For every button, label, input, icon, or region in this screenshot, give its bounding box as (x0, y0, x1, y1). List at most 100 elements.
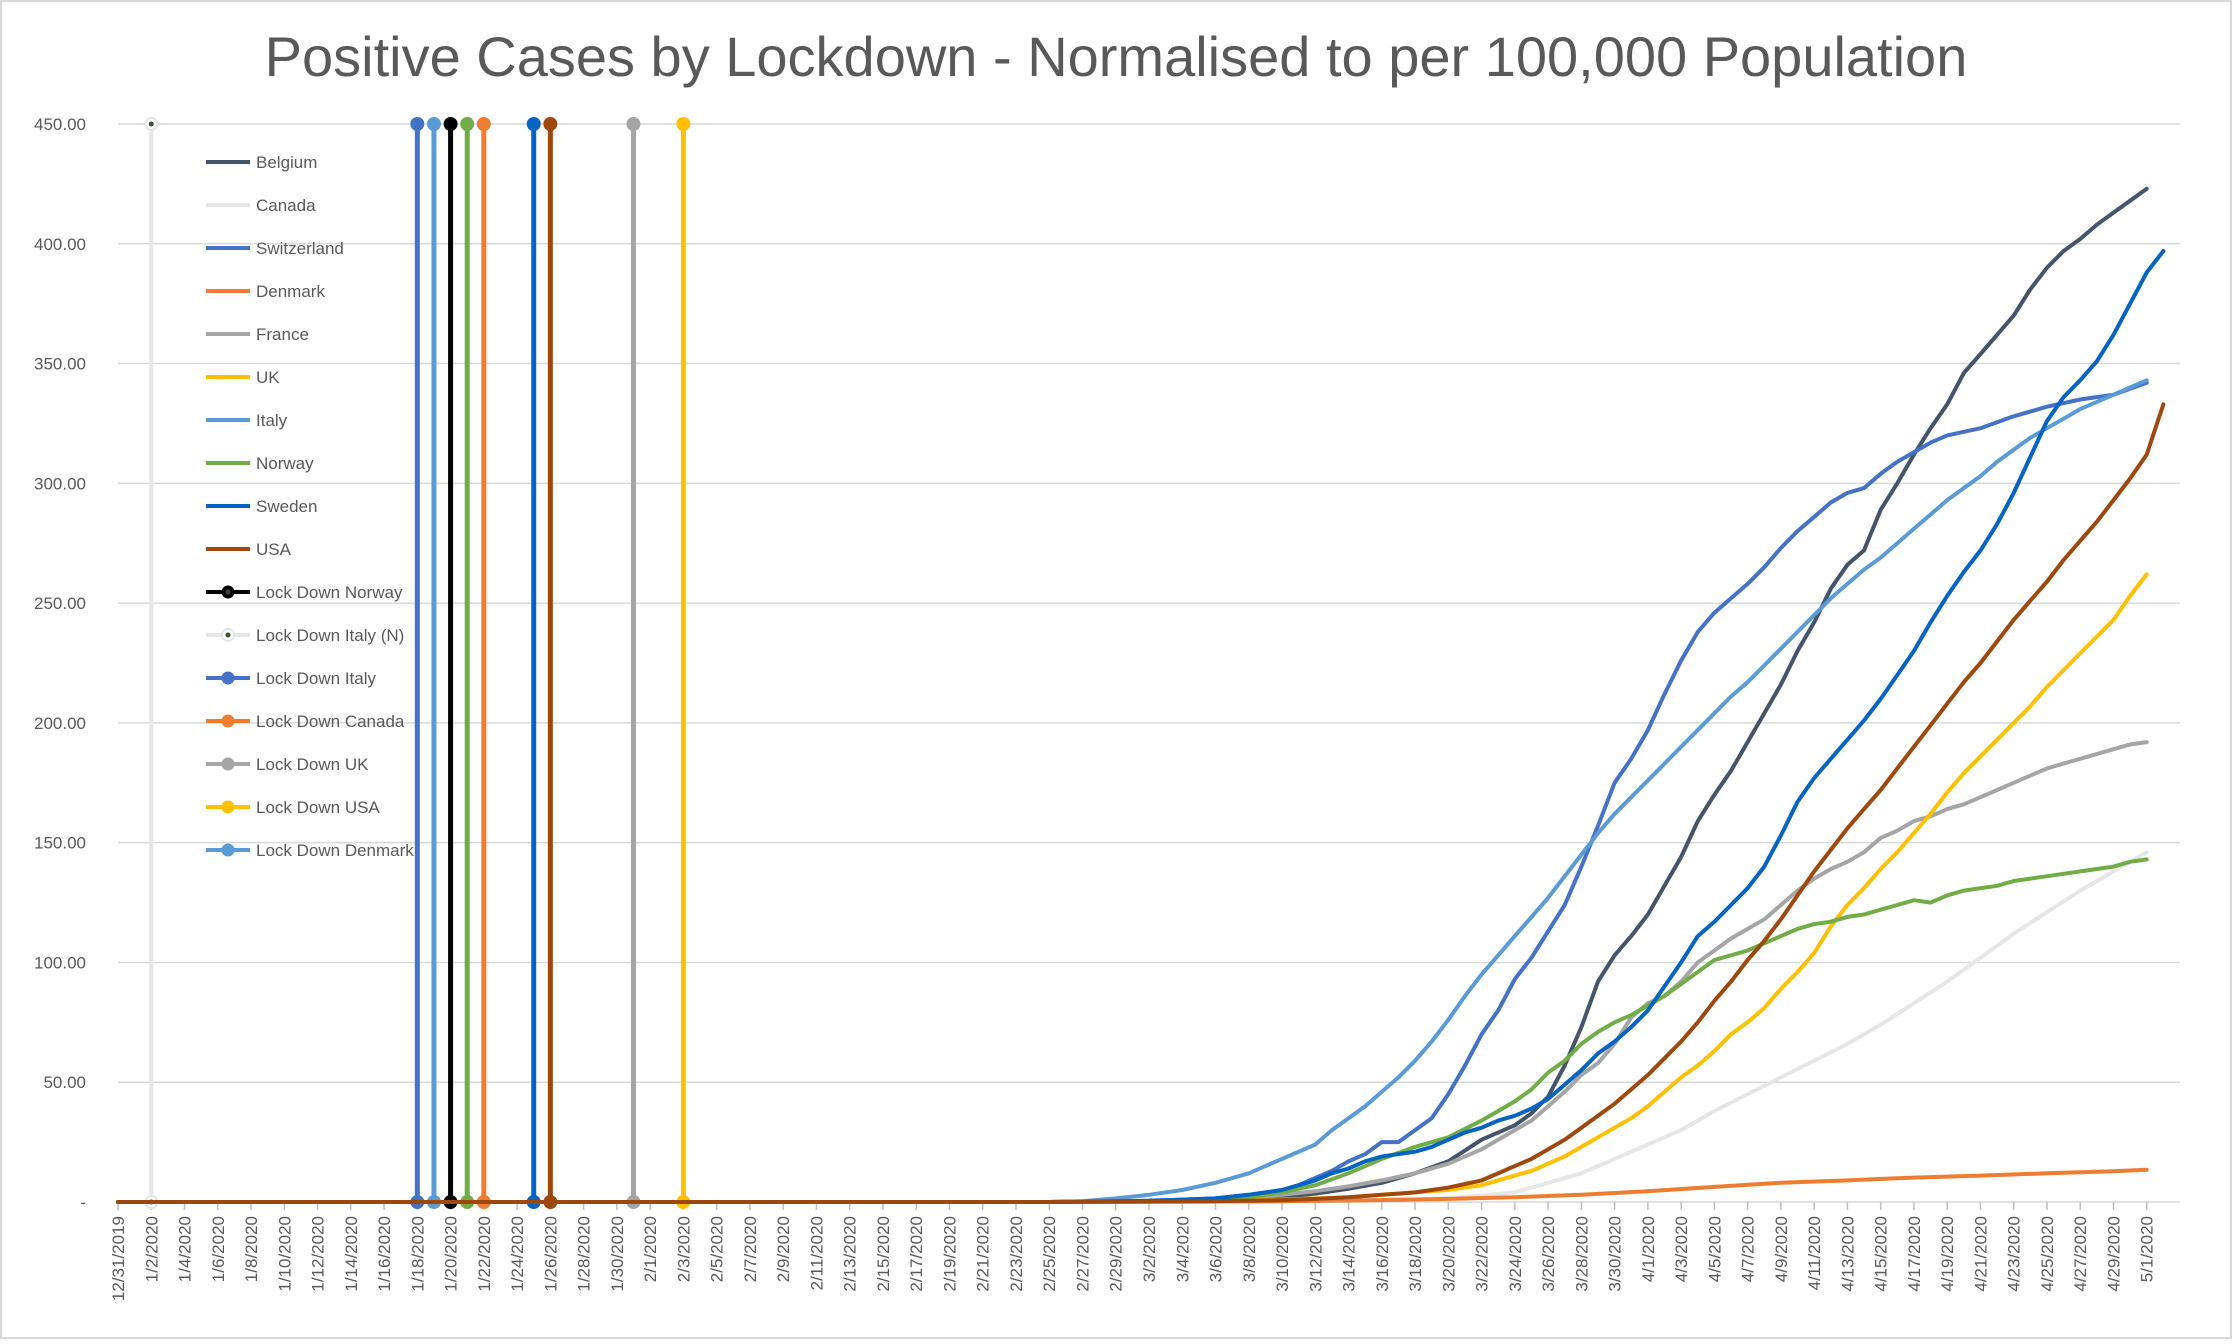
marker-point (543, 117, 558, 131)
marker-point (526, 117, 541, 131)
x-tick-label: 1/4/2020 (176, 1216, 195, 1282)
x-tick-label: 1/22/2020 (475, 1216, 494, 1292)
series-line-sweden (116, 249, 2166, 1204)
x-tick-label: 2/5/2020 (708, 1216, 727, 1282)
x-tick-label: 1/10/2020 (275, 1216, 294, 1292)
x-tick-label: 3/12/2020 (1306, 1216, 1325, 1292)
legend-entry-lock-down-italy: Lock Down Italy (206, 669, 376, 688)
x-tick-label: 2/29/2020 (1107, 1216, 1126, 1292)
marker-lock-down-sweden (526, 117, 541, 1209)
marker-lock-down-italy-n (144, 117, 159, 1209)
marker-lock-down-uk (626, 117, 641, 1209)
x-tick-label: 4/13/2020 (1838, 1216, 1857, 1292)
x-tick-label: 4/27/2020 (2071, 1216, 2090, 1292)
y-tick-label: 450.00 (34, 115, 86, 134)
legend-entry-lock-down-norway: Lock Down Norway (206, 583, 403, 602)
series-line-usa (116, 402, 2166, 1204)
legend-label: Lock Down Denmark (256, 841, 414, 860)
x-tick-label: 3/18/2020 (1406, 1216, 1425, 1292)
marker-lock-down-usa-r (543, 117, 558, 1209)
x-tick-label: 2/9/2020 (774, 1216, 793, 1282)
series-lines (116, 186, 2166, 1204)
x-tick-label: 3/6/2020 (1207, 1216, 1226, 1282)
x-tick-label: 1/6/2020 (209, 1216, 228, 1282)
legend-label: Lock Down UK (256, 755, 369, 774)
x-tick-label: 3/28/2020 (1572, 1216, 1591, 1292)
y-tick-label: - (80, 1193, 86, 1212)
x-tick-label: 1/18/2020 (408, 1216, 427, 1292)
y-axis: - 50.00 100.00 150.00 200.00 250.00 300.00 350.… (34, 115, 86, 1212)
legend-label: Sweden (256, 497, 317, 516)
x-tick-label: 5/1/2020 (2138, 1216, 2157, 1282)
legend-label: Lock Down Norway (256, 583, 403, 602)
marker-lock-down-canada (476, 117, 491, 1209)
x-tick-label: 3/16/2020 (1373, 1216, 1392, 1292)
x-tick-label: 3/2/2020 (1140, 1216, 1159, 1282)
legend-marker (221, 800, 235, 814)
legend: Belgium Canada Switzerland Denmark France UK I… (206, 153, 414, 860)
marker-point (426, 117, 441, 131)
x-tick-label: 4/9/2020 (1772, 1216, 1791, 1282)
series-line-canada (116, 850, 2149, 1204)
legend-label: Belgium (256, 153, 317, 172)
series-line-uk (116, 572, 2149, 1204)
legend-label: Italy (256, 411, 288, 430)
y-tick-label: 50.00 (43, 1073, 86, 1092)
x-tick-label: 2/19/2020 (940, 1216, 959, 1292)
legend-label: Switzerland (256, 239, 344, 258)
x-tick-label: 4/5/2020 (1705, 1216, 1724, 1282)
legend-entry-italy: Italy (206, 411, 288, 430)
x-tick-label: 2/23/2020 (1007, 1216, 1026, 1292)
legend-entry-belgium: Belgium (206, 153, 317, 172)
legend-entry-lock-down-usa: Lock Down USA (206, 798, 380, 817)
x-tick-label: 1/14/2020 (342, 1216, 361, 1292)
x-tick-label: 4/21/2020 (1971, 1216, 1990, 1292)
legend-entry-lock-down-denmark: Lock Down Denmark (206, 841, 414, 860)
x-tick-label: 1/28/2020 (575, 1216, 594, 1292)
legend-label: Lock Down USA (256, 798, 380, 817)
y-tick-label: 250.00 (34, 594, 86, 613)
y-tick-label: 150.00 (34, 834, 86, 853)
x-tick-label: 4/25/2020 (2038, 1216, 2057, 1292)
x-tick-label: 2/3/2020 (674, 1216, 693, 1282)
x-tick-label: 2/15/2020 (874, 1216, 893, 1292)
x-tick-label: 4/15/2020 (1872, 1216, 1891, 1292)
legend-marker (221, 714, 235, 728)
x-tick-label: 2/27/2020 (1073, 1216, 1092, 1292)
legend-entry-france: France (206, 325, 309, 344)
legend-label: Canada (256, 196, 316, 215)
x-tick-label: 1/12/2020 (309, 1216, 328, 1292)
series-line-belgium (116, 186, 2149, 1204)
legend-entry-sweden: Sweden (206, 497, 317, 516)
legend-entry-lock-down-canada: Lock Down Canada (206, 712, 405, 731)
legend-entry-denmark: Denmark (206, 282, 325, 301)
series-line-italy (116, 378, 2149, 1204)
series-line-denmark (116, 1167, 2149, 1204)
legend-label: Denmark (256, 282, 325, 301)
legend-marker (225, 632, 231, 638)
legend-label: Lock Down Italy (N) (256, 626, 404, 645)
marker-lock-down-norway-g (460, 117, 475, 1209)
x-tick-label: 4/17/2020 (1905, 1216, 1924, 1292)
x-tick-label: 1/24/2020 (508, 1216, 527, 1292)
x-tick-label: 4/11/2020 (1805, 1216, 1824, 1290)
y-tick-label: 400.00 (34, 235, 86, 254)
x-tick-label: 1/30/2020 (608, 1216, 627, 1292)
chart-title: Positive Cases by Lockdown - Normalised … (265, 25, 1968, 88)
y-tick-label: 300.00 (34, 474, 86, 493)
x-tick-label: 2/13/2020 (841, 1216, 860, 1292)
legend-entry-norway: Norway (206, 454, 314, 473)
legend-entry-lock-down-italy-n: Lock Down Italy (N) (206, 626, 404, 645)
x-tick-label: 3/4/2020 (1173, 1216, 1192, 1282)
legend-entry-switzerland: Switzerland (206, 239, 344, 258)
x-tick-label: 4/19/2020 (1938, 1216, 1957, 1292)
x-tick-label: 12/31/2019 (109, 1216, 128, 1301)
marker-lock-down-norway (443, 117, 458, 1209)
x-tick-label: 4/1/2020 (1639, 1216, 1658, 1282)
x-tick-label: 3/26/2020 (1539, 1216, 1558, 1292)
x-tick-label: 2/1/2020 (641, 1216, 660, 1282)
x-axis: 12/31/2019 1/2/2020 1/4/2020 1/6/2020 1/8/20… (109, 1202, 2157, 1301)
x-tick-label: 4/29/2020 (2104, 1216, 2123, 1292)
